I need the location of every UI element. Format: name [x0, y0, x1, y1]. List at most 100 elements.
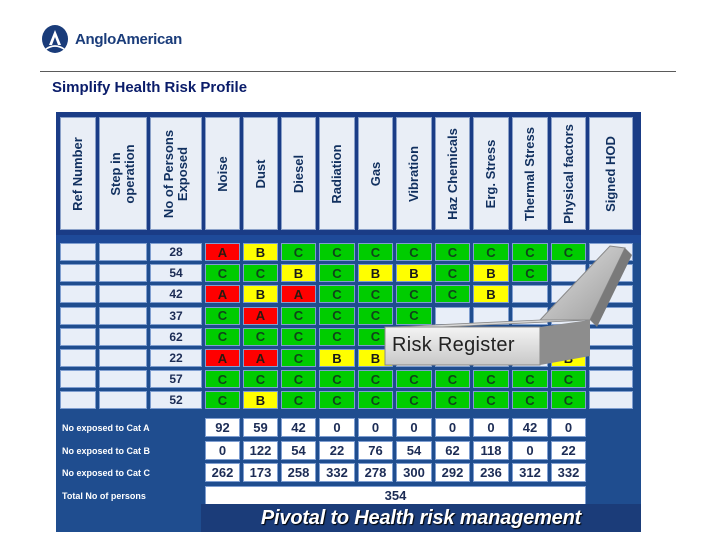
empty-cell — [60, 370, 96, 389]
column-header: Signed HOD — [589, 117, 633, 230]
persons-exposed-cell: 22 — [150, 349, 202, 367]
risk-rating-cell: A — [243, 349, 278, 367]
risk-rating-cell: C — [319, 306, 355, 325]
title-divider — [40, 71, 676, 72]
column-header-label: Erg. Stress — [483, 139, 498, 208]
summary-count-cell: 0 — [435, 418, 470, 437]
summary-count-cell: 22 — [551, 440, 586, 460]
summary-count-cell: 122 — [243, 440, 278, 460]
summary-count-cell: 0 — [551, 418, 586, 437]
summary-count-cell: 300 — [396, 463, 432, 482]
risk-rating-cell: B — [358, 264, 393, 283]
table-separator — [56, 235, 641, 243]
persons-exposed-cell: 54 — [150, 264, 202, 283]
summary-count-cell: 22 — [319, 440, 355, 460]
risk-rating-cell — [512, 285, 548, 304]
risk-rating-cell: C — [473, 391, 509, 410]
risk-rating-cell: C — [435, 243, 470, 261]
risk-rating-cell: C — [319, 327, 355, 346]
risk-rating-cell — [512, 349, 548, 367]
empty-cell — [99, 349, 147, 367]
empty-cell — [99, 243, 147, 261]
risk-rating-cell — [551, 306, 586, 325]
column-header-label: Haz Chemicals — [444, 127, 460, 220]
risk-rating-cell: C — [396, 391, 432, 410]
page-title: Simplify Health Risk Profile — [52, 79, 248, 96]
risk-rating-cell: A — [205, 285, 240, 304]
summary-label: No exposed to Cat B — [62, 445, 151, 456]
risk-rating-cell: A — [205, 243, 240, 261]
risk-rating-cell — [512, 327, 548, 346]
risk-rating-cell: C — [243, 264, 278, 283]
summary-count-cell: 236 — [473, 463, 509, 482]
summary-count-cell: 0 — [319, 418, 355, 437]
summary-label: No exposed to Cat A — [62, 423, 150, 433]
total-persons-cell: 354 — [205, 485, 586, 505]
risk-rating-cell: C — [281, 349, 316, 367]
summary-count-cell: 312 — [512, 463, 548, 482]
risk-rating-cell: A — [243, 306, 278, 325]
risk-rating-cell: C — [512, 391, 548, 410]
persons-exposed-cell: 57 — [150, 370, 202, 389]
risk-rating-cell: C — [319, 370, 355, 389]
risk-rating-cell — [551, 285, 586, 304]
risk-rating-cell: C — [512, 243, 548, 261]
risk-rating-cell — [435, 306, 470, 325]
risk-rating-cell: B — [243, 391, 278, 410]
risk-rating-cell: B — [243, 285, 278, 304]
summary-count-cell: 0 — [396, 418, 432, 437]
risk-rating-cell: C — [358, 285, 393, 304]
risk-rating-cell — [551, 264, 586, 283]
column-header: Vibration — [396, 117, 432, 230]
summary-count-cell: 332 — [551, 463, 586, 482]
summary-count-cell: 278 — [358, 463, 393, 482]
persons-exposed-cell: 37 — [150, 306, 202, 325]
summary-count-cell: 0 — [473, 418, 509, 437]
empty-cell — [99, 306, 147, 325]
empty-cell — [60, 285, 96, 304]
logo: AngloAmerican — [40, 22, 182, 56]
column-header-label: Thermal Stress — [522, 126, 537, 221]
total-label: Total No of persons — [62, 490, 146, 501]
empty-cell — [60, 264, 96, 283]
risk-rating-cell: C — [243, 370, 278, 389]
risk-rating-cell: C — [551, 370, 586, 389]
summary-count-cell: 62 — [435, 440, 470, 460]
risk-rating-cell: C — [319, 285, 355, 304]
empty-cell — [99, 264, 147, 283]
summary-count-cell: 0 — [512, 440, 548, 460]
risk-rating-cell: B — [473, 285, 509, 304]
summary-count-cell: 92 — [205, 418, 240, 437]
risk-rating-cell: C — [435, 391, 470, 410]
risk-rating-cell: C — [281, 370, 316, 389]
risk-rating-cell: C — [319, 264, 355, 283]
column-header: Ref Number — [60, 117, 96, 230]
column-header-label: Ref Number — [70, 136, 85, 211]
column-header: Diesel — [281, 117, 316, 230]
column-header: Gas — [358, 117, 393, 230]
empty-cell — [589, 349, 633, 367]
risk-rating-cell: C — [281, 243, 316, 261]
risk-rating-cell: C — [243, 327, 278, 346]
bottom-banner: Pivotal to Health risk management — [201, 504, 641, 532]
column-header: Physical factors — [551, 117, 586, 230]
column-header-label: No of Persons Exposed — [161, 129, 190, 218]
summary-count-cell: 292 — [435, 463, 470, 482]
persons-exposed-cell: 42 — [150, 285, 202, 304]
column-header: Erg. Stress — [473, 117, 509, 230]
risk-rating-cell: B — [243, 243, 278, 261]
banner-text: Pivotal to Health risk management — [260, 506, 582, 529]
risk-rating-cell: C — [281, 327, 316, 346]
empty-cell — [60, 306, 96, 325]
empty-cell — [589, 306, 633, 325]
empty-cell — [589, 391, 633, 410]
empty-cell — [60, 243, 96, 261]
empty-cell — [589, 243, 633, 261]
risk-rating-cell: C — [205, 370, 240, 389]
risk-rating-cell: C — [435, 264, 470, 283]
column-header: Noise — [205, 117, 240, 230]
risk-rating-cell — [512, 306, 548, 325]
summary-count-cell: 42 — [281, 418, 316, 437]
column-header: No of Persons Exposed — [150, 117, 202, 230]
